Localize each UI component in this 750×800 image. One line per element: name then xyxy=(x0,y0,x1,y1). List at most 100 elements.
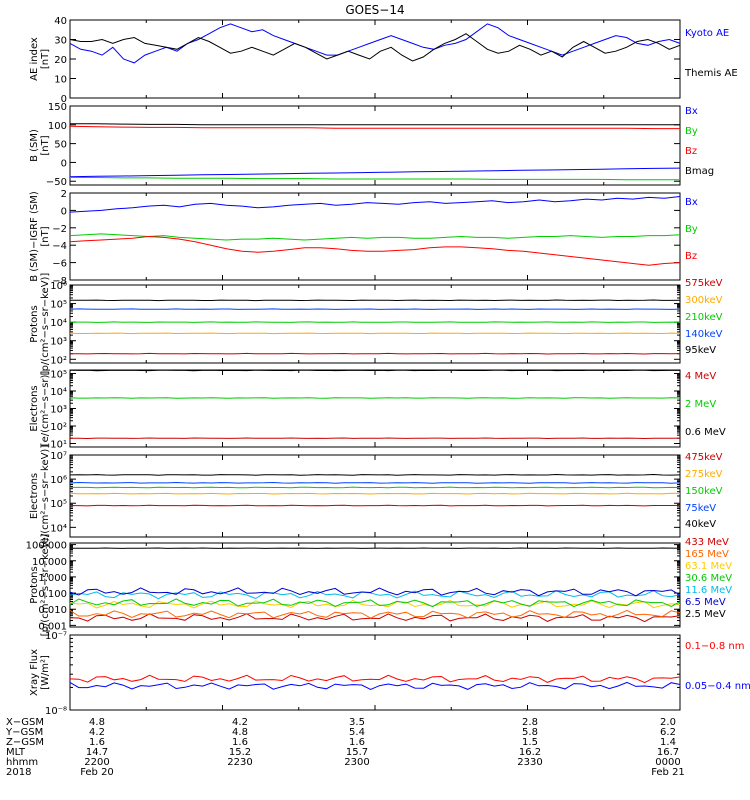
series-line xyxy=(69,681,681,691)
x-tick-value: 1.6 xyxy=(89,737,105,748)
panel-frame xyxy=(69,454,681,538)
y-axis-label: Protons[p/(cm²−s−sr−keV)] xyxy=(29,273,51,376)
series-line xyxy=(69,235,681,266)
panel-frame xyxy=(69,634,681,711)
legend-entry: 63.1 MeV xyxy=(685,561,732,572)
series-line xyxy=(69,167,681,178)
series-line xyxy=(69,609,681,619)
legend-entry: Bz xyxy=(685,146,697,157)
x-tick-value: 5.4 xyxy=(349,727,365,738)
panel-frame xyxy=(69,19,681,99)
x-tick-value: 1.6 xyxy=(349,737,365,748)
y-axis-label-line: Xray Flux xyxy=(29,649,40,696)
series-line xyxy=(69,332,681,335)
y-tick-label: 1.000 xyxy=(38,573,67,584)
y-axis-label-line: [p/(cm²−s−sr−keV)] xyxy=(40,534,51,637)
y-tick-label: 0.001 xyxy=(38,621,67,632)
legend-entry: 475keV xyxy=(685,452,723,463)
y-axis-label: Electrons[e/(cm²−s−sr−keV)] xyxy=(29,445,51,548)
y-tick-label: −4 xyxy=(52,241,67,252)
legend-entry: 433 MeV xyxy=(685,537,729,548)
x-tick-value: 4.8 xyxy=(232,727,248,738)
y-tick-label: 10⁵ xyxy=(50,300,67,311)
series-line xyxy=(70,352,681,355)
y-tick-label: −50 xyxy=(46,177,67,188)
series-line xyxy=(69,33,681,62)
x-tick-value: Feb 21 xyxy=(651,767,685,778)
y-tick-label: −6 xyxy=(52,259,67,270)
y-tick-label: 10 xyxy=(54,75,67,86)
y-axis-label-line: [nT] xyxy=(40,135,51,155)
panel-xray: 10⁻⁸ 10⁻⁷ Xray Flux[W/m²] 0.1−0.8 nm 0.05−0.… xyxy=(29,631,750,717)
legend-entry: 0.6 MeV xyxy=(685,427,726,438)
y-axis-label: Electrons[e/(cm²−s−sr)] xyxy=(29,371,51,447)
x-row-label: Z−GSM xyxy=(6,737,44,748)
series-line xyxy=(70,123,680,126)
y-tick-label: 100 xyxy=(48,121,67,132)
y-tick-label: 40 xyxy=(54,16,67,27)
series-line xyxy=(69,23,681,64)
y-tick-label: 150 xyxy=(48,102,67,113)
x-tick-value: 1.6 xyxy=(232,737,248,748)
series-line xyxy=(70,177,680,181)
series-line xyxy=(69,397,681,399)
series-line xyxy=(70,321,681,323)
y-tick-label: 10⁶ xyxy=(50,475,67,486)
x-tick-value: 2200 xyxy=(84,757,109,768)
legend-entry: 140keV xyxy=(685,329,723,340)
y-tick-label: −8 xyxy=(52,276,67,287)
y-tick-label: 100.000 xyxy=(26,541,67,552)
series-line xyxy=(69,481,681,484)
x-tick-value: 14.7 xyxy=(86,747,108,758)
y-axis-label-line: [e/(cm²−s−sr−keV)] xyxy=(40,445,51,548)
y-axis-label-line: Electrons xyxy=(29,385,40,431)
y-axis-label-line: AE index xyxy=(29,37,40,81)
y-tick-label: 10⁷ xyxy=(50,451,67,462)
x-row-label: MLT xyxy=(6,747,26,758)
x-tick-value: 2.8 xyxy=(522,717,538,728)
y-tick-label: −2 xyxy=(52,224,67,235)
y-axis-label: Xray Flux[W/m²] xyxy=(29,649,51,696)
legend-entry: 165 MeV xyxy=(685,549,729,560)
legend-entry: Kyoto AE xyxy=(685,28,729,39)
legend-entry: 6.5 MeV xyxy=(685,597,726,608)
x-tick-value: 2330 xyxy=(517,757,542,768)
x-tick-value: 15.2 xyxy=(229,747,251,758)
x-tick-value: 2.0 xyxy=(660,717,676,728)
y-axis-label-line: Electrons xyxy=(29,473,40,519)
x-row-label: 2018 xyxy=(6,767,31,778)
series-line xyxy=(69,437,681,440)
panel-frame xyxy=(69,105,681,186)
legend-entry: 2.5 MeV xyxy=(685,609,726,620)
y-axis-label-line: [e/(cm²−s−sr)] xyxy=(40,371,51,447)
y-tick-label: 0 xyxy=(61,158,67,169)
legend-entry: Themis AE xyxy=(684,68,738,79)
x-tick-value: 4.2 xyxy=(232,717,248,728)
series-line xyxy=(70,486,681,489)
series-line xyxy=(69,473,681,476)
legend-entry: 4 MeV xyxy=(685,371,716,382)
series-line xyxy=(69,674,681,684)
x-axis-table: X−GSMY−GSMZ−GSMMLThhmm20184.84.21.614.72… xyxy=(5,717,685,778)
series-line xyxy=(69,587,681,597)
y-tick-label: 20 xyxy=(54,55,67,66)
legend-entry: By xyxy=(685,224,698,235)
series-line xyxy=(69,369,680,372)
legend-entry: 0.1−0.8 nm xyxy=(685,641,744,652)
series-line xyxy=(70,504,681,507)
y-axis-label: B (SM)−IGRF (SM)[nT] xyxy=(29,191,51,282)
panel-b_sm: −50 0 50 100 150 B (SM)[nT] Bx By Bz Bmag xyxy=(29,102,714,188)
y-tick-label: 10⁶ xyxy=(50,281,67,292)
plot-title: GOES−14 xyxy=(345,3,404,17)
legend-entry: Bmag xyxy=(685,166,714,177)
panel-frame xyxy=(69,284,681,364)
series-line xyxy=(69,308,681,310)
y-axis-label-line: [nT] xyxy=(40,226,51,246)
legend-entry: 150keV xyxy=(685,486,723,497)
y-tick-label: 10³ xyxy=(50,405,67,416)
legend-entry: 75keV xyxy=(685,503,716,514)
x-tick-value: 6.2 xyxy=(660,727,676,738)
